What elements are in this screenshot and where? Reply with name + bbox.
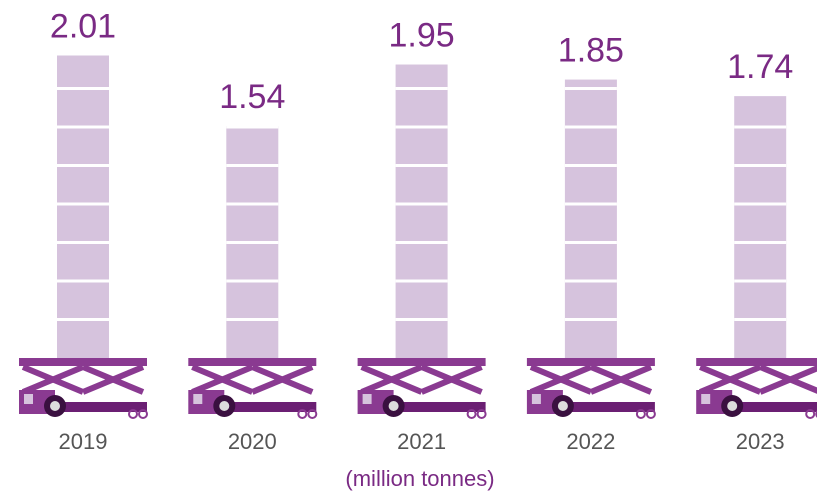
truck xyxy=(357,358,487,419)
bar xyxy=(564,79,617,358)
scissor xyxy=(420,364,483,395)
truck-body xyxy=(726,402,817,412)
wheel xyxy=(128,409,138,419)
x-tick-label: 2022 xyxy=(566,429,615,454)
truck-window xyxy=(531,394,541,404)
hub xyxy=(219,401,230,411)
bar xyxy=(57,55,109,359)
box-gap xyxy=(57,202,109,206)
wheel xyxy=(476,409,487,419)
bar xyxy=(395,64,448,359)
platform xyxy=(696,358,817,366)
value-label: 2.01 xyxy=(50,7,116,45)
scissor xyxy=(81,364,145,395)
value-label: 1.95 xyxy=(389,17,455,55)
box-gap xyxy=(57,318,109,321)
box-gap xyxy=(226,164,279,167)
scissor xyxy=(191,364,254,395)
truck xyxy=(19,358,148,419)
box-gap xyxy=(395,164,448,167)
wheel xyxy=(645,409,656,419)
wheel xyxy=(138,409,148,419)
truck-body xyxy=(387,402,486,412)
box-gap xyxy=(395,279,448,283)
x-tick-label: 2023 xyxy=(736,429,785,454)
box-gap xyxy=(57,125,109,129)
scissor xyxy=(589,364,653,395)
platform xyxy=(188,358,317,366)
wheel xyxy=(466,409,477,419)
scissor xyxy=(251,364,314,395)
unit-label: (million tonnes) xyxy=(345,466,494,491)
box-gap xyxy=(395,202,448,206)
platform xyxy=(19,358,147,366)
box-gap xyxy=(564,318,617,321)
box-gap xyxy=(395,241,448,244)
truck xyxy=(188,358,318,419)
truck-body xyxy=(49,402,147,412)
box-gap xyxy=(226,125,279,129)
scissor xyxy=(529,364,593,395)
wheel xyxy=(815,410,817,418)
wheel xyxy=(297,409,308,419)
box-gap xyxy=(564,279,617,283)
platform xyxy=(357,358,486,366)
box-gap xyxy=(226,202,279,206)
truck xyxy=(696,358,817,419)
box-gap xyxy=(734,241,787,244)
box-gap xyxy=(226,318,279,321)
box-gap xyxy=(395,318,448,321)
box-gap xyxy=(564,202,617,206)
truck-window xyxy=(701,394,711,404)
box-gap xyxy=(564,87,617,90)
box-gap xyxy=(57,87,109,90)
truck xyxy=(526,358,656,419)
hub xyxy=(727,401,738,411)
scissor xyxy=(699,364,762,395)
value-label: 1.85 xyxy=(558,32,624,70)
box-gap xyxy=(226,241,279,244)
bar xyxy=(734,96,787,358)
wheel xyxy=(805,409,816,419)
x-tick-label: 2020 xyxy=(228,429,277,454)
hub xyxy=(557,401,568,411)
value-label: 1.54 xyxy=(219,78,285,116)
hub xyxy=(388,401,399,411)
box-gap xyxy=(226,279,279,283)
box-gap xyxy=(57,279,109,283)
box-gap xyxy=(395,125,448,129)
scissor xyxy=(360,364,423,395)
x-tick-label: 2021 xyxy=(397,429,446,454)
box-gap xyxy=(395,87,448,90)
wheel xyxy=(635,409,646,419)
truck-body xyxy=(218,402,317,412)
value-label: 1.74 xyxy=(727,48,793,86)
box-gap xyxy=(564,241,617,244)
box-gap xyxy=(734,318,787,321)
box-gap xyxy=(734,125,787,129)
truck-window xyxy=(193,394,203,404)
box-gap xyxy=(734,164,787,167)
truck-window xyxy=(24,394,33,404)
box-gap xyxy=(734,202,787,206)
platform xyxy=(526,358,655,366)
wheel xyxy=(307,409,318,419)
hub xyxy=(50,401,60,411)
box-gap xyxy=(57,241,109,244)
box-gap xyxy=(57,164,109,167)
x-tick-label: 2019 xyxy=(59,429,108,454)
scissor xyxy=(21,364,85,395)
box-gap xyxy=(734,279,787,283)
truck-window xyxy=(362,394,372,404)
box-gap xyxy=(564,125,617,129)
box-gap xyxy=(564,164,617,167)
scissor xyxy=(759,365,817,395)
truck-body xyxy=(556,402,655,412)
